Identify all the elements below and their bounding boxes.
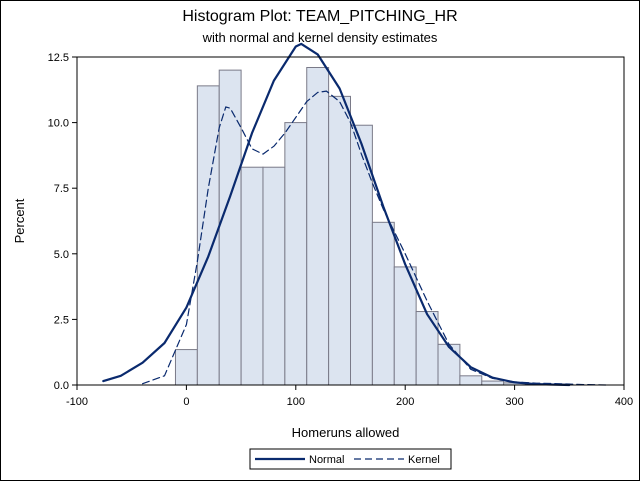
- histogram-bar: [481, 380, 505, 386]
- x-tick-label: 0: [183, 396, 189, 408]
- x-tick-label: -100: [66, 396, 88, 408]
- normal-density-curve: [102, 42, 571, 387]
- x-tick-label: 300: [505, 396, 523, 408]
- x-tick-label: 400: [615, 396, 633, 408]
- x-axis: -100 0 100 200 300 400: [66, 385, 633, 408]
- histogram-bar: [262, 166, 286, 386]
- histogram-bar: [371, 221, 395, 386]
- histogram-bar: [415, 311, 439, 386]
- y-axis: 0.0 2.5 5.0 7.5 10.0 12.5: [48, 52, 77, 392]
- histogram-bar: [328, 95, 351, 386]
- legend-box: [249, 448, 452, 470]
- histogram-bar: [393, 266, 417, 386]
- y-axis-label: Percent: [12, 198, 27, 243]
- x-axis-label: Homeruns allowed: [292, 425, 400, 440]
- histogram-bar: [240, 166, 264, 386]
- legend: Normal Kernel: [249, 448, 452, 470]
- kernel-density-curve: [142, 90, 609, 386]
- chart-subtitle: with normal and kernel density estimates: [202, 30, 438, 45]
- y-tick-label: 5.0: [54, 249, 69, 261]
- y-tick-label: 2.5: [54, 314, 69, 326]
- histogram-bars: [174, 66, 570, 386]
- y-tick-label: 0.0: [54, 380, 69, 392]
- histogram-bar: [437, 343, 461, 386]
- normal-legend-label: Normal: [309, 454, 344, 466]
- y-tick-label: 7.5: [54, 183, 69, 195]
- histogram-bar: [459, 375, 483, 386]
- x-tick-label: 100: [287, 396, 305, 408]
- histogram-bar: [306, 66, 330, 386]
- plot-area: [76, 56, 625, 386]
- y-tick-label: 10.0: [48, 118, 69, 130]
- x-tick-label: 200: [396, 396, 414, 408]
- kernel-legend-label: Kernel: [408, 454, 440, 466]
- chart-title: Histogram Plot: TEAM_PITCHING_HR: [182, 8, 458, 25]
- histogram-bar: [284, 122, 308, 386]
- y-tick-label: 12.5: [48, 52, 69, 64]
- density-curves: [102, 42, 609, 387]
- histogram-bar: [174, 349, 198, 386]
